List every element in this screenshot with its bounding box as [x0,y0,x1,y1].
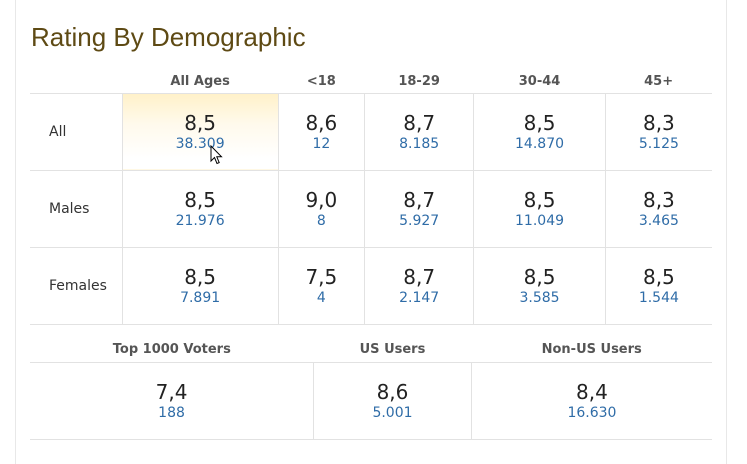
vote-count-link[interactable]: 2.147 [399,289,440,306]
rating-cell[interactable]: 8,3 5.125 [604,93,712,171]
row-label: Females [30,247,122,325]
vote-count-link[interactable]: 1.544 [638,289,679,306]
mouse-cursor-icon [210,145,223,165]
page-title: Rating By Demographic [31,22,306,52]
vote-count-link[interactable]: 3.465 [638,212,679,229]
row-label: Males [30,170,122,248]
column-header: 18-29 [364,70,474,94]
table-row: Males 8,5 21.976 9,0 8 8,7 5.927 8,5 11.… [30,170,712,248]
rating-cell[interactable]: 8,5 11.049 [473,170,606,248]
rating-score: 8,5 [184,187,217,212]
vote-count-link[interactable]: 7.891 [180,289,221,306]
rating-score: 8,5 [523,110,556,135]
rating-cell[interactable]: 7,5 4 [277,247,365,325]
demographic-table: All Ages <18 18-29 30-44 45+ All 8,5 38.… [30,70,712,325]
vote-count-link[interactable]: 8 [316,212,326,229]
rating-cell[interactable]: 8,5 1.544 [604,247,712,325]
header-blank [30,70,122,94]
column-header: Non-US Users [471,338,712,363]
rating-cell[interactable]: 8,7 8.185 [363,93,474,171]
rating-score: 8,5 [184,264,217,289]
column-header: US Users [313,338,472,363]
rating-cell[interactable]: 8,3 3.465 [604,170,712,248]
rating-score: 8,5 [642,264,675,289]
column-header: 30-44 [473,70,606,94]
row-label: All [30,93,122,171]
rating-score: 8,7 [403,110,436,135]
rating-cell[interactable]: 8,6 5.001 [313,362,472,440]
vote-count-link[interactable]: 188 [158,404,185,421]
vote-count-link[interactable]: 14.870 [515,135,565,152]
rating-score: 8,5 [523,264,556,289]
vote-count-link[interactable]: 5.927 [399,212,440,229]
rating-cell[interactable]: 8,6 12 [277,93,365,171]
vote-count-link[interactable]: 11.049 [515,212,565,229]
rating-score: 8,3 [642,187,675,212]
rating-score: 7,5 [305,264,338,289]
vote-count-link[interactable]: 8.185 [399,135,440,152]
header-row: Top 1000 Voters US Users Non-US Users [30,338,712,363]
rating-cell[interactable]: 9,0 8 [277,170,365,248]
header-row: All Ages <18 18-29 30-44 45+ [30,70,712,94]
table-row: All 8,5 38.309 8,6 12 8,7 8.185 8,5 14.8… [30,93,712,171]
voter-groups-table: Top 1000 Voters US Users Non-US Users 7,… [30,338,712,440]
rating-score: 8,5 [523,187,556,212]
rating-score: 8,6 [376,379,409,404]
rating-cell[interactable]: 8,5 21.976 [121,170,279,248]
rating-score: 8,7 [403,264,436,289]
rating-score: 8,3 [642,110,675,135]
vote-count-link[interactable]: 16.630 [567,404,617,421]
column-header: 45+ [605,70,712,94]
rating-cell[interactable]: 8,4 16.630 [470,362,712,440]
table-row: Females 8,5 7.891 7,5 4 8,7 2.147 8,5 3.… [30,247,712,325]
vote-count-link[interactable]: 12 [312,135,331,152]
rating-cell[interactable]: 8,7 5.927 [363,170,474,248]
rating-score: 8,7 [403,187,436,212]
rating-cell[interactable]: 8,5 3.585 [473,247,606,325]
rating-cell[interactable]: 7,4 188 [30,362,314,440]
table-row: 7,4 188 8,6 5.001 8,4 16.630 [30,362,712,440]
rating-cell[interactable]: 8,5 14.870 [473,93,606,171]
rating-score: 9,0 [305,187,338,212]
vote-count-link[interactable]: 5.125 [638,135,679,152]
column-header: <18 [278,70,365,94]
rating-cell[interactable]: 8,7 2.147 [363,247,474,325]
rating-panel: Rating By Demographic All Ages <18 18-29… [15,0,727,464]
rating-score: 7,4 [155,379,188,404]
vote-count-link[interactable]: 21.976 [175,212,225,229]
rating-score: 8,4 [576,379,608,404]
rating-score: 8,6 [305,110,338,135]
rating-score: 8,5 [184,110,217,135]
vote-count-link[interactable]: 38.309 [175,135,225,152]
column-header: Top 1000 Voters [30,338,314,363]
rating-cell[interactable]: 8,5 38.309 [121,93,279,171]
column-header: All Ages [122,70,279,94]
vote-count-link[interactable]: 5.001 [372,404,413,421]
vote-count-link[interactable]: 4 [316,289,326,306]
vote-count-link[interactable]: 3.585 [519,289,560,306]
rating-cell[interactable]: 8,5 7.891 [121,247,279,325]
